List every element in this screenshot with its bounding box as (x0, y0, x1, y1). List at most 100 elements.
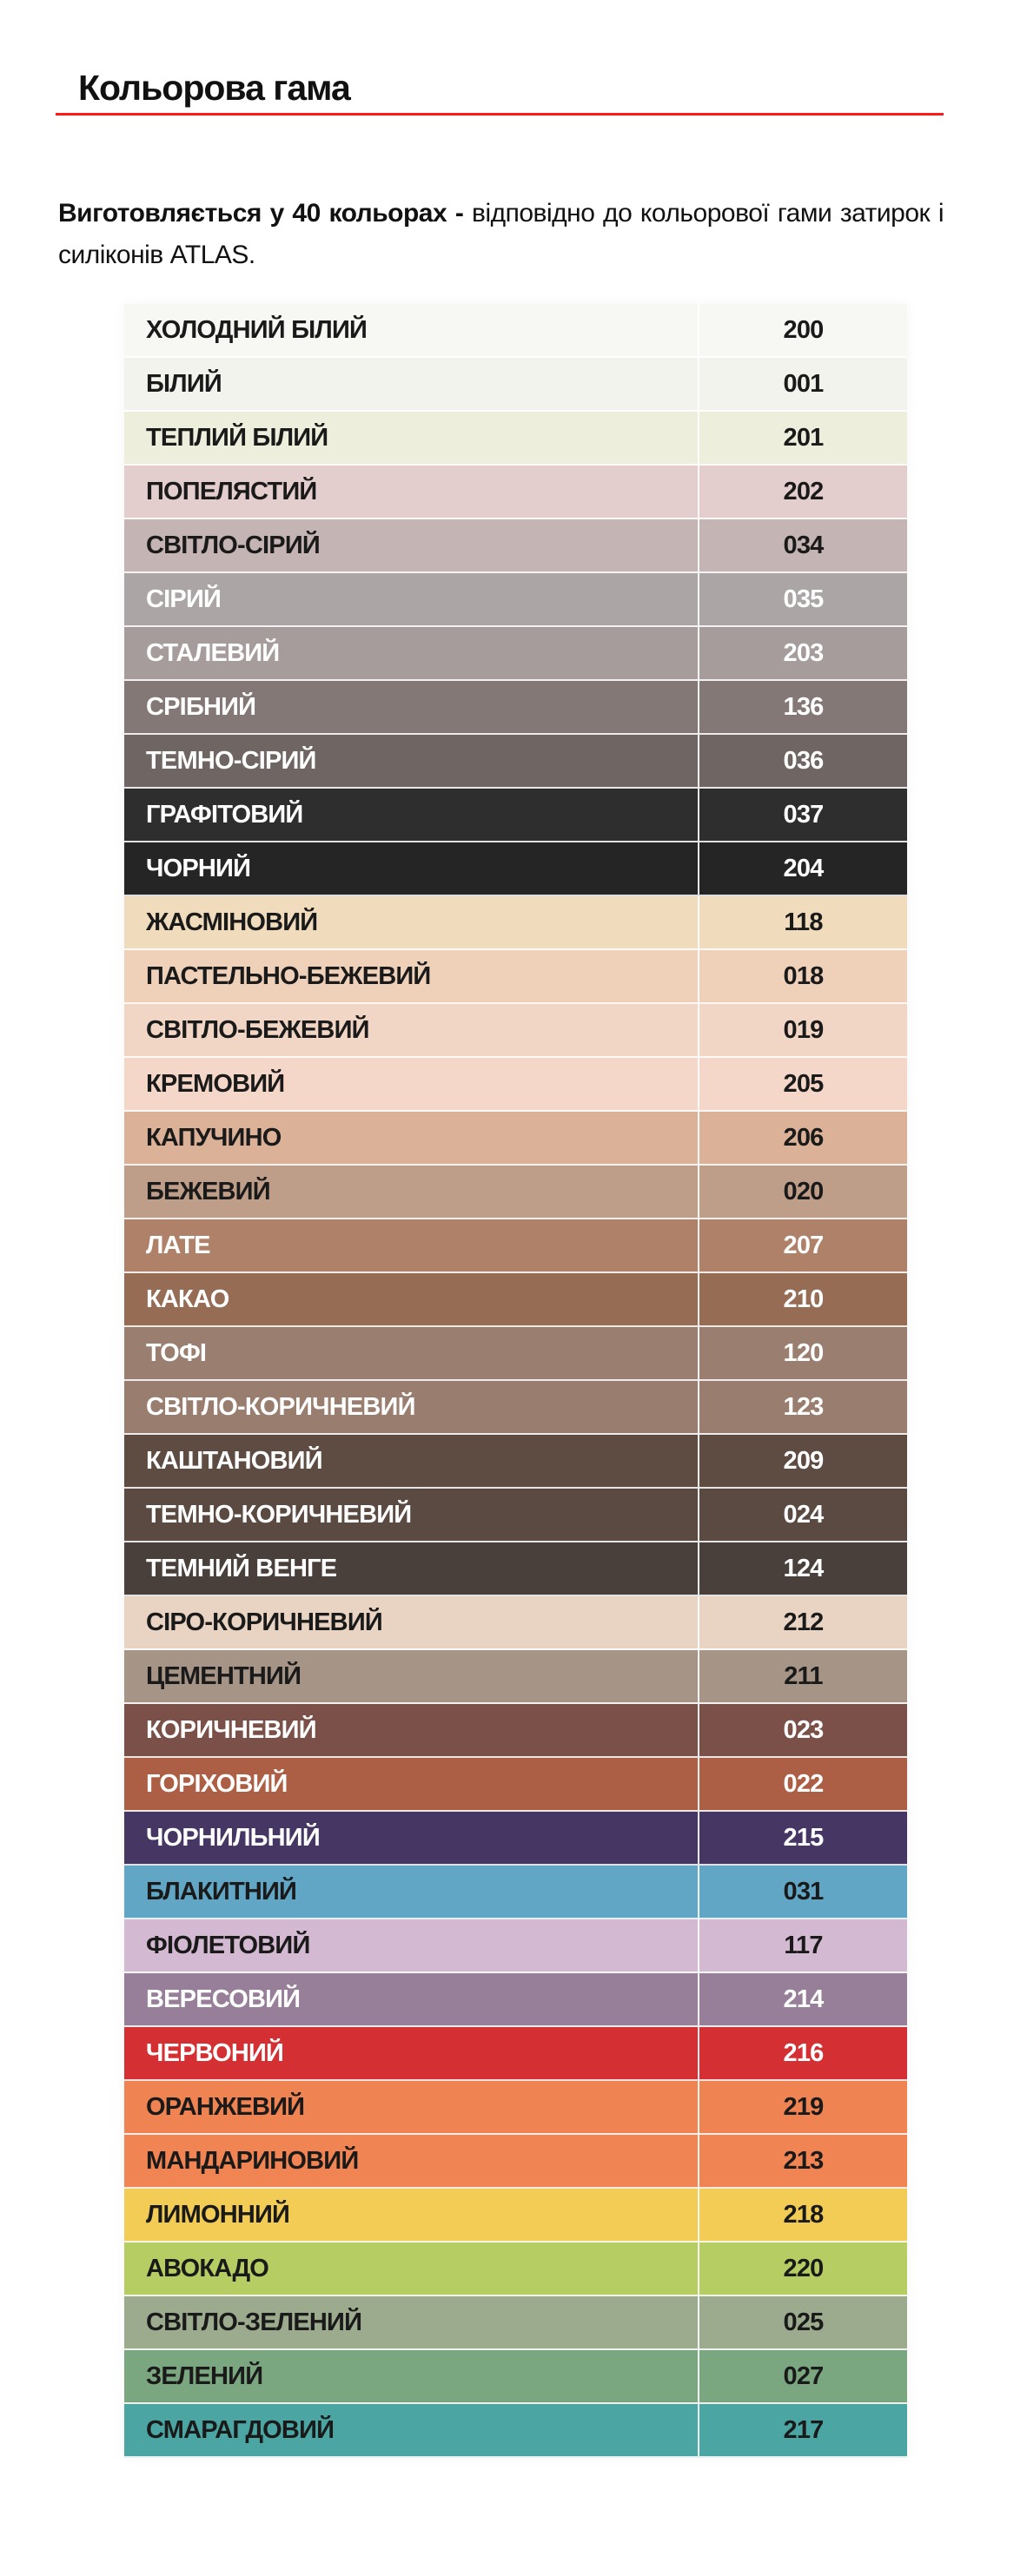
color-row: ЛИМОННИЙ 218 (124, 2189, 907, 2242)
color-name: СВІТЛО-ЗЕЛЕНИЙ (124, 2296, 699, 2348)
color-code: 024 (783, 1500, 825, 1529)
color-row: ПОПЕЛЯСТИЙ 202 (124, 466, 907, 519)
color-code: 136 (783, 692, 825, 721)
color-row: МАНДАРИНОВИЙ 213 (124, 2135, 907, 2189)
color-code: 211 (784, 1661, 823, 1690)
color-code: 027 (783, 2361, 825, 2390)
color-name: ТЕМНИЙ ВЕНГЕ (124, 1542, 699, 1595)
color-row: ТЕМНО-СІРИЙ 036 (124, 735, 907, 789)
intro-normal: відповідно до кольорової гами затирок і … (58, 199, 944, 269)
color-code: 204 (783, 854, 825, 882)
color-name: ЛАТЕ (124, 1219, 699, 1271)
intro-bold: Виготовляється у 40 кольорах - (58, 199, 472, 228)
color-code: 217 (783, 2415, 825, 2444)
color-row: ЧОРНИЙ 204 (124, 842, 907, 896)
color-row: КАПУЧИНО 206 (124, 1112, 907, 1166)
color-code: 123 (783, 1392, 825, 1421)
color-name: ГРАФІТОВИЙ (124, 789, 699, 841)
color-name: КОРИЧНЕВИЙ (124, 1704, 699, 1756)
color-code: 124 (783, 1554, 825, 1582)
color-code: 216 (783, 2038, 825, 2067)
color-name: КРЕМОВИЙ (124, 1058, 699, 1110)
color-code: 200 (783, 315, 825, 344)
color-code: 035 (783, 585, 825, 613)
color-code: 118 (784, 908, 823, 936)
color-code: 203 (783, 638, 825, 667)
color-row: ГРАФІТОВИЙ 037 (124, 789, 907, 842)
intro-paragraph: Виготовляється у 40 кольорах - відповідн… (58, 193, 944, 276)
color-name: СТАЛЕВИЙ (124, 627, 699, 679)
color-code: 218 (783, 2200, 825, 2229)
color-name: ЧОРНИЙ (124, 842, 699, 895)
color-name: СМАРАГДОВИЙ (124, 2404, 699, 2456)
color-code: 025 (783, 2308, 825, 2336)
color-name: ЛИМОННИЙ (124, 2189, 699, 2241)
color-name: ВЕРЕСОВИЙ (124, 1973, 699, 2025)
color-name: СВІТЛО-КОРИЧНЕВИЙ (124, 1381, 699, 1433)
color-name: ЧЕРВОНИЙ (124, 2027, 699, 2079)
color-row: СТАЛЕВИЙ 203 (124, 627, 907, 681)
color-row: ЧОРНИЛЬНИЙ 215 (124, 1812, 907, 1866)
color-row: СВІТЛО-БЕЖЕВИЙ 019 (124, 1004, 907, 1058)
color-code: 219 (783, 2092, 825, 2121)
color-row: ЗЕЛЕНИЙ 027 (124, 2350, 907, 2404)
color-code: 034 (783, 531, 825, 559)
color-code: 202 (783, 477, 825, 505)
color-row: ЛАТЕ 207 (124, 1219, 907, 1273)
color-row: БЕЖЕВИЙ 020 (124, 1166, 907, 1219)
page-title: Кольорова гама (78, 68, 351, 108)
color-code: 209 (783, 1446, 825, 1475)
color-code: 117 (784, 1931, 823, 1959)
color-code: 022 (783, 1769, 825, 1798)
color-code: 037 (783, 800, 825, 829)
color-name: БЛАКИТНИЙ (124, 1866, 699, 1918)
color-name: ПОПЕЛЯСТИЙ (124, 466, 699, 518)
color-name: ЧОРНИЛЬНИЙ (124, 1812, 699, 1864)
color-row: КАШТАНОВИЙ 209 (124, 1435, 907, 1489)
color-row: ПАСТЕЛЬНО-БЕЖЕВИЙ 018 (124, 950, 907, 1004)
color-code: 018 (783, 961, 825, 990)
color-name: ТОФІ (124, 1327, 699, 1379)
color-row: СІРИЙ 035 (124, 573, 907, 627)
color-name: КАКАО (124, 1273, 699, 1325)
color-name: МАНДАРИНОВИЙ (124, 2135, 699, 2187)
color-row: ФІОЛЕТОВИЙ 117 (124, 1919, 907, 1973)
color-row: ТЕМНИЙ ВЕНГЕ 124 (124, 1542, 907, 1596)
color-name: ЖАСМІНОВИЙ (124, 896, 699, 948)
color-row: ТЕМНО-КОРИЧНЕВИЙ 024 (124, 1489, 907, 1542)
color-code: 210 (783, 1285, 825, 1313)
color-code: 220 (783, 2254, 825, 2282)
color-name: АВОКАДО (124, 2242, 699, 2295)
color-row: СВІТЛО-КОРИЧНЕВИЙ 123 (124, 1381, 907, 1435)
color-name: КАШТАНОВИЙ (124, 1435, 699, 1487)
color-name: ГОРІХОВИЙ (124, 1758, 699, 1810)
color-code: 023 (783, 1715, 825, 1744)
color-code: 214 (783, 1985, 825, 2013)
color-name: ФІОЛЕТОВИЙ (124, 1919, 699, 1972)
color-row: СРІБНИЙ 136 (124, 681, 907, 735)
color-name: ТЕМНО-СІРИЙ (124, 735, 699, 787)
color-row: ТОФІ 120 (124, 1327, 907, 1381)
color-name: СВІТЛО-СІРИЙ (124, 519, 699, 571)
color-row: БЛАКИТНИЙ 031 (124, 1866, 907, 1919)
color-code: 001 (783, 369, 825, 398)
color-row: БІЛИЙ 001 (124, 358, 907, 412)
color-code: 036 (783, 746, 825, 775)
color-code: 201 (783, 423, 825, 452)
color-name: ЦЕМЕНТНИЙ (124, 1650, 699, 1702)
color-code: 020 (783, 1177, 825, 1205)
color-row: ХОЛОДНИЙ БІЛИЙ 200 (124, 304, 907, 358)
color-row: ЖАСМІНОВИЙ 118 (124, 896, 907, 950)
color-name: СРІБНИЙ (124, 681, 699, 733)
color-name: КАПУЧИНО (124, 1112, 699, 1164)
color-name: СВІТЛО-БЕЖЕВИЙ (124, 1004, 699, 1056)
color-name: ХОЛОДНИЙ БІЛИЙ (124, 304, 699, 356)
color-code: 120 (783, 1338, 825, 1367)
color-code: 212 (783, 1608, 825, 1636)
color-name: БЕЖЕВИЙ (124, 1166, 699, 1218)
color-name: СІРО-КОРИЧНЕВИЙ (124, 1596, 699, 1648)
color-code: 019 (783, 1015, 825, 1044)
color-row: ЦЕМЕНТНИЙ 211 (124, 1650, 907, 1704)
color-row: ОРАНЖЕВИЙ 219 (124, 2081, 907, 2135)
color-code: 205 (783, 1069, 825, 1098)
